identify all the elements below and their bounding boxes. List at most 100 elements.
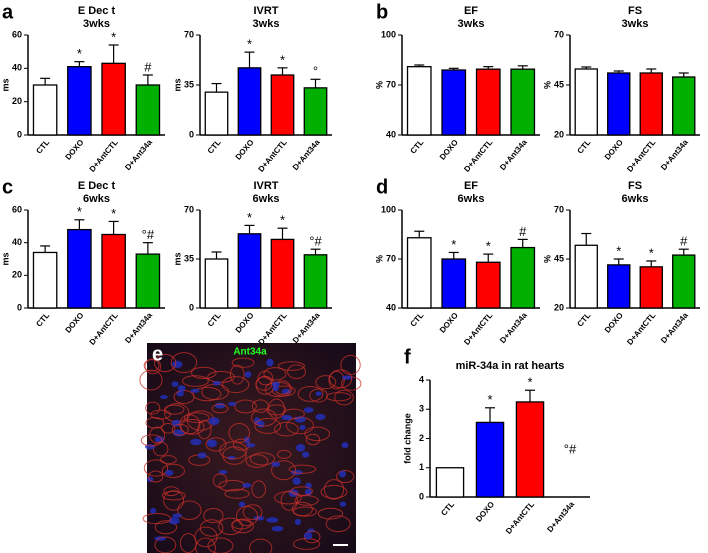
x-tick-label: D+AntCTL bbox=[462, 138, 494, 174]
y-tick-label: 70 bbox=[184, 204, 194, 214]
chart-subtitle: 6wks bbox=[622, 193, 649, 205]
cell bbox=[234, 399, 257, 414]
significance-mark: # bbox=[680, 234, 688, 249]
significance-mark: °# bbox=[309, 234, 322, 249]
y-axis-label: % bbox=[542, 255, 552, 263]
cell bbox=[287, 364, 306, 380]
y-tick-label: 40 bbox=[12, 237, 22, 247]
panel-label: a bbox=[2, 1, 14, 23]
bar bbox=[475, 421, 505, 498]
x-tick-label: DOXO bbox=[438, 138, 460, 162]
nucleus bbox=[301, 451, 310, 458]
y-axis-label: % bbox=[542, 81, 552, 89]
panel-label: f bbox=[404, 346, 411, 368]
cell bbox=[152, 441, 169, 457]
y-tick-label: 0 bbox=[189, 129, 194, 139]
nucleus bbox=[150, 507, 157, 514]
bar bbox=[204, 91, 229, 136]
nucleus bbox=[244, 371, 252, 378]
nucleus bbox=[253, 515, 265, 521]
chart-title: EF bbox=[464, 180, 478, 192]
cell bbox=[179, 414, 201, 435]
cell bbox=[249, 452, 276, 466]
y-tick-label: 70 bbox=[386, 253, 396, 263]
cell bbox=[276, 449, 292, 459]
x-tick-label: DOXO bbox=[603, 311, 625, 335]
cell bbox=[229, 364, 245, 385]
cell bbox=[159, 455, 177, 465]
x-tick-label: D+AntCTL bbox=[462, 311, 494, 347]
chart-subtitle: 6wks bbox=[83, 193, 110, 205]
x-tick-label: DOXO bbox=[63, 138, 85, 162]
chart-title: E Dec t bbox=[78, 180, 116, 192]
x-tick-label: D+Ant34a bbox=[498, 137, 529, 172]
chart-subtitle: 6wks bbox=[458, 193, 485, 205]
bar bbox=[270, 74, 295, 136]
cell bbox=[328, 370, 345, 390]
cell bbox=[280, 490, 298, 511]
chart-subtitle: 3wks bbox=[622, 18, 649, 30]
bar bbox=[67, 228, 92, 309]
y-tick-label: 60 bbox=[12, 204, 22, 214]
chart-title: IVRT bbox=[253, 5, 278, 17]
y-tick-label: 20 bbox=[12, 270, 22, 280]
panel-label: e bbox=[152, 343, 163, 365]
y-tick-label: 0 bbox=[17, 129, 22, 139]
cell bbox=[145, 417, 165, 429]
significance-mark: # bbox=[519, 224, 527, 239]
significance-mark: * bbox=[527, 375, 532, 390]
nucleus bbox=[177, 385, 186, 392]
x-tick-label: CTL bbox=[576, 311, 593, 329]
significance-mark: * bbox=[247, 210, 252, 225]
nucleus bbox=[244, 436, 251, 444]
bar bbox=[135, 84, 161, 136]
nucleus bbox=[281, 414, 293, 421]
nucleus bbox=[315, 413, 326, 421]
nucleus bbox=[271, 525, 284, 532]
significance-mark: ° bbox=[313, 64, 318, 79]
cell bbox=[297, 386, 324, 402]
cell bbox=[161, 463, 185, 478]
cell bbox=[148, 470, 164, 483]
nucleus bbox=[281, 388, 292, 395]
cell bbox=[288, 464, 317, 474]
chart-title: EF bbox=[464, 5, 478, 17]
significance-mark: # bbox=[144, 59, 152, 74]
nucleus bbox=[292, 477, 301, 485]
bar bbox=[607, 264, 631, 309]
cell bbox=[195, 537, 216, 553]
x-tick-label: D+Ant34a bbox=[545, 499, 576, 534]
cell bbox=[320, 484, 348, 499]
nucleus bbox=[197, 452, 207, 459]
chart-title: E Dec t bbox=[78, 5, 116, 17]
cell bbox=[153, 353, 177, 373]
bar bbox=[237, 233, 262, 309]
cell bbox=[203, 507, 224, 524]
y-tick-label: 70 bbox=[184, 29, 194, 39]
nucleus bbox=[208, 417, 220, 426]
panel-label: b bbox=[376, 1, 388, 23]
significance-mark: * bbox=[111, 206, 116, 221]
cell bbox=[245, 454, 269, 468]
significance-mark: * bbox=[280, 52, 285, 67]
nucleus bbox=[246, 443, 256, 448]
y-tick-label: 2 bbox=[419, 433, 424, 443]
nucleus bbox=[295, 443, 306, 452]
cell bbox=[163, 404, 185, 415]
bar bbox=[475, 68, 501, 136]
cell bbox=[221, 376, 250, 394]
cell bbox=[294, 495, 319, 506]
cell bbox=[231, 357, 255, 368]
cell bbox=[224, 488, 250, 499]
bar bbox=[672, 76, 696, 136]
y-tick-label: 40 bbox=[386, 302, 396, 312]
bar bbox=[639, 72, 663, 136]
nucleus bbox=[171, 360, 183, 369]
cell bbox=[211, 403, 229, 414]
y-tick-label: 20 bbox=[554, 302, 564, 312]
x-tick-label: D+Ant34a bbox=[291, 310, 322, 345]
bar bbox=[475, 261, 501, 309]
cell bbox=[144, 358, 162, 375]
y-tick-label: 20 bbox=[12, 96, 22, 106]
